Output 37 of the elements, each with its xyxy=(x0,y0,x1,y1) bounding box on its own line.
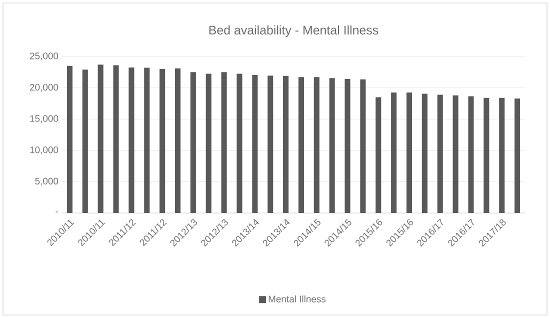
bar xyxy=(468,96,474,213)
bar xyxy=(252,74,258,213)
bar xyxy=(298,77,304,213)
bar xyxy=(160,69,166,213)
bar xyxy=(406,92,412,213)
bar xyxy=(236,74,242,213)
bar xyxy=(82,70,88,213)
bar xyxy=(484,98,490,213)
bar xyxy=(314,77,320,213)
bar xyxy=(376,97,382,213)
bar xyxy=(144,68,150,213)
bar xyxy=(128,67,134,213)
bar xyxy=(113,65,119,213)
bar xyxy=(329,78,335,213)
chart-title: Bed availability - Mental Illness xyxy=(209,25,378,37)
bar xyxy=(283,76,289,213)
bar xyxy=(514,98,520,213)
legend-label: Mental Illness xyxy=(268,295,326,302)
y-tick-label: 20,000 xyxy=(30,84,58,92)
bar xyxy=(437,94,443,213)
bar xyxy=(268,76,274,213)
bar xyxy=(391,92,397,213)
bar xyxy=(221,72,227,213)
bar xyxy=(499,98,505,213)
bar xyxy=(174,68,181,213)
bar xyxy=(360,79,366,213)
bar xyxy=(98,64,104,213)
y-tick-label: 25,000 xyxy=(30,52,58,60)
y-tick-label: 15,000 xyxy=(30,115,58,124)
bar xyxy=(452,95,458,213)
bar xyxy=(206,74,212,213)
y-tick-label: 10,000 xyxy=(30,146,58,154)
bar xyxy=(66,66,72,213)
bar xyxy=(190,72,196,213)
bar xyxy=(344,79,350,213)
y-tick-label: 5,000 xyxy=(35,178,58,186)
bar xyxy=(422,94,428,213)
